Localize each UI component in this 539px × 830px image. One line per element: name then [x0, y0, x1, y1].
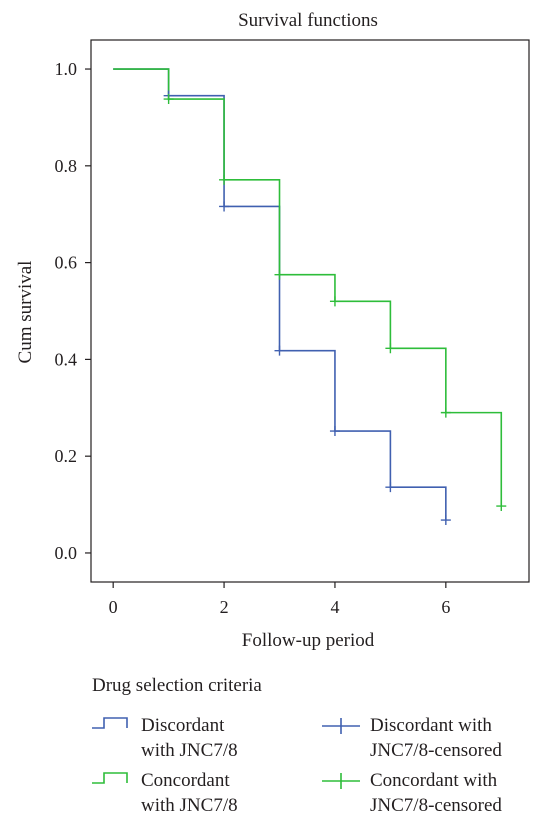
legend-label-line: JNC7/8-censored	[370, 740, 502, 761]
survival-chart: Survival functions 0.0 0.2 0.4 0.6 0.8 1.0 0 2…	[15, 10, 530, 651]
censor-mark-1	[219, 174, 230, 185]
series-line-0	[113, 68, 447, 521]
censor-mark-0	[219, 201, 230, 212]
y-tick-label: 0.2	[55, 446, 78, 466]
legend-step-swatch	[92, 717, 128, 729]
chart-title: Survival functions	[238, 10, 378, 31]
censor-mark-1	[440, 407, 451, 418]
legend-step-swatch	[92, 772, 128, 784]
censor-mark-1	[496, 501, 507, 512]
y-axis-label: Cum survival	[15, 261, 36, 364]
series-line-1	[113, 68, 503, 507]
y-tick-label: 0.4	[55, 349, 78, 369]
legend-label-line: with JNC7/8	[141, 740, 238, 761]
censor-mark-1	[385, 343, 396, 354]
censor-layer	[163, 90, 507, 526]
x-tick-label: 0	[109, 597, 118, 617]
legend-label-line: Discordant with	[370, 715, 492, 736]
legend-label-line: JNC7/8-censored	[370, 795, 502, 816]
censor-mark-0	[385, 482, 396, 493]
legend-censor-swatch	[322, 718, 360, 734]
x-tick-label: 2	[220, 597, 229, 617]
censor-mark-0	[440, 515, 451, 526]
legend-label-line: Concordant with	[370, 770, 498, 791]
x-tick-label: 4	[330, 597, 339, 617]
plot-frame	[90, 39, 530, 583]
series-layer	[113, 68, 503, 521]
censor-mark-1	[274, 269, 285, 280]
y-tick-label: 1.0	[55, 59, 78, 79]
x-tick-label: 6	[441, 597, 450, 617]
legend-censor-swatch	[322, 773, 360, 789]
legend-label-line: Discordant	[141, 715, 225, 736]
x-axis-label: Follow-up period	[242, 630, 375, 651]
censor-mark-0	[329, 426, 340, 437]
y-tick-label: 0.8	[55, 156, 78, 176]
legend-title: Drug selection criteria	[92, 675, 262, 696]
x-axis: 0 2 4 6	[109, 582, 450, 617]
censor-mark-1	[329, 296, 340, 307]
y-tick-label: 0.0	[55, 543, 78, 563]
censor-mark-0	[274, 345, 285, 356]
y-tick-label: 0.6	[55, 253, 78, 273]
censor-mark-1	[163, 94, 174, 105]
y-axis: 0.0 0.2 0.4 0.6 0.8 1.0	[55, 59, 91, 563]
legend-label-line: Concordant	[141, 770, 230, 791]
legend-label-line: with JNC7/8	[141, 795, 238, 816]
